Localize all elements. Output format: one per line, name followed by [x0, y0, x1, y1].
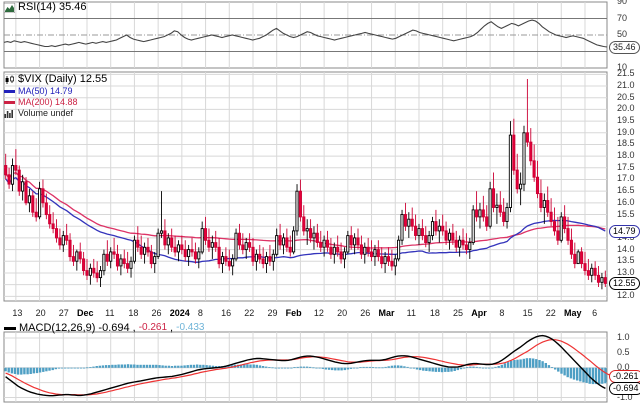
y-axis-tick: 14.0 [617, 243, 635, 254]
price-y-axis: 21.5 21.0 20.5 20.0 19.5 19.0 18.5 18.0 17.5 17.0… [609, 68, 640, 305]
y-axis-tick: 19.0 [617, 126, 635, 137]
y-axis-tick: 0.0 [617, 361, 630, 372]
y-axis-tick: 20.0 [617, 103, 635, 114]
date-axis-month: Apr [471, 308, 487, 318]
y-axis-tick: 21.5 [617, 68, 635, 79]
y-axis-tick: 10 [617, 62, 628, 72]
y-axis-tick: 19.5 [617, 115, 635, 126]
price-panel: $VIX (Daily) 12.55 MA(50) 14.79 MA(200) … [0, 70, 640, 305]
macd-plot-svg [3, 331, 612, 403]
date-axis-month: Mar [378, 308, 395, 318]
price-legend: $VIX (Daily) 12.55 MA(50) 14.79 MA(200) … [4, 73, 107, 119]
y-axis-tick: 20.5 [617, 91, 635, 102]
y-axis-tick: 13.0 [617, 266, 635, 277]
date-axis-day: 12 [313, 308, 324, 318]
ma200-line-icon [4, 101, 15, 104]
y-axis-tick: 17.5 [617, 161, 635, 172]
date-axis-day: 8 [197, 308, 203, 318]
date-axis-day: 25 [453, 308, 464, 318]
date-axis-day: 13 [12, 308, 23, 318]
macd-plot [0, 322, 640, 406]
date-axis-day: 26 [151, 308, 162, 318]
y-axis-tick: 16.0 [617, 196, 635, 207]
date-axis-day: 22 [244, 308, 255, 318]
y-axis-tick: 90 [617, 0, 628, 6]
date-axis-month: Dec [76, 308, 94, 318]
macd-panel: MACD(12,26,9) -0.694, -0.261, -0.433 [0, 322, 640, 406]
y-axis-tick: 30 [617, 45, 628, 56]
price-plot [0, 70, 640, 305]
date-axis-month: 2024 [169, 308, 190, 318]
rsi-plot-svg [3, 1, 608, 69]
date-axis-day: 29 [267, 308, 278, 318]
y-axis-tick: 12.5 [617, 278, 635, 289]
macd-legend: MACD(12,26,9) -0.694, -0.261, -0.433 [4, 322, 204, 335]
date-axis-day: 15 [522, 308, 533, 318]
date-axis: 13 20 27 Dec 11 18 26 2024 8 16 22 29 Feb 12 20 26 Mar 11… [0, 305, 640, 322]
macd-y-axis: 1.0 0.5 0.0 -1.0 [609, 322, 640, 406]
macd-hist-value: -0.433 [176, 322, 205, 334]
y-axis-tick: 12.0 [617, 290, 635, 301]
y-axis-tick: 18.0 [617, 150, 635, 161]
macd-legend-title: MACD(12,26,9) [19, 321, 96, 334]
date-axis-month: Feb [285, 308, 302, 318]
y-axis-tick: -1.0 [617, 391, 633, 402]
date-axis-day: 8 [499, 308, 505, 318]
rsi-legend: RSI(14) 35.46 [4, 1, 86, 14]
date-axis-day: 20 [337, 308, 348, 318]
date-axis-day: 11 [406, 308, 416, 318]
date-axis-labels: 13 20 27 Dec 11 18 26 2024 8 16 22 29 Feb 12 20 26 Mar 11… [0, 305, 640, 322]
y-axis-tick: 15.5 [617, 208, 635, 219]
rsi-y-axis: 90 70 50 30 10 [609, 0, 640, 72]
candlestick-icon [4, 75, 15, 85]
date-axis-day: 20 [35, 308, 46, 318]
date-axis-day: 22 [545, 308, 556, 318]
ma50-line-icon [4, 90, 15, 93]
date-axis-month: May [563, 308, 582, 318]
volume-legend-label: Volume undef [18, 107, 74, 118]
date-axis-day: 26 [360, 308, 371, 318]
price-legend-title: $VIX (Daily) 12.55 [18, 72, 108, 85]
date-axis-day: 18 [429, 308, 440, 318]
y-axis-tick: 0.5 [617, 346, 630, 357]
date-axis-day: 18 [128, 308, 139, 318]
rsi-plot [0, 0, 640, 70]
y-axis-tick: 70 [617, 12, 628, 23]
date-axis-day: 27 [58, 308, 69, 318]
y-axis-tick: 18.5 [617, 138, 635, 149]
y-axis-tick: 14.5 [617, 231, 635, 242]
price-plot-svg [3, 71, 608, 302]
y-axis-tick: 1.0 [617, 331, 630, 342]
date-axis-day: 6 [592, 308, 598, 318]
macd-signal-value: -0.261 [138, 322, 168, 334]
ma200-legend-label: MA(200) 14.88 [18, 96, 78, 107]
y-axis-tick: 13.5 [617, 255, 635, 266]
macd-legend-value: -0.694 [98, 321, 130, 334]
y-axis-tick: 16.5 [617, 185, 635, 196]
y-axis-tick: 17.0 [617, 173, 635, 184]
y-axis-tick: 50 [617, 29, 628, 39]
volume-icon [4, 109, 15, 119]
rsi-legend-title: RSI(14) 35.46 [18, 0, 87, 13]
y-axis-tick: 21.0 [617, 80, 635, 91]
date-axis-day: 11 [105, 308, 115, 318]
date-axis-day: 16 [221, 308, 232, 318]
macd-line-icon [4, 327, 16, 330]
rsi-panel: RSI(14) 35.46 [0, 0, 640, 70]
ma50-legend-label: MA(50) 14.79 [18, 85, 73, 96]
chart-icon [4, 2, 15, 13]
